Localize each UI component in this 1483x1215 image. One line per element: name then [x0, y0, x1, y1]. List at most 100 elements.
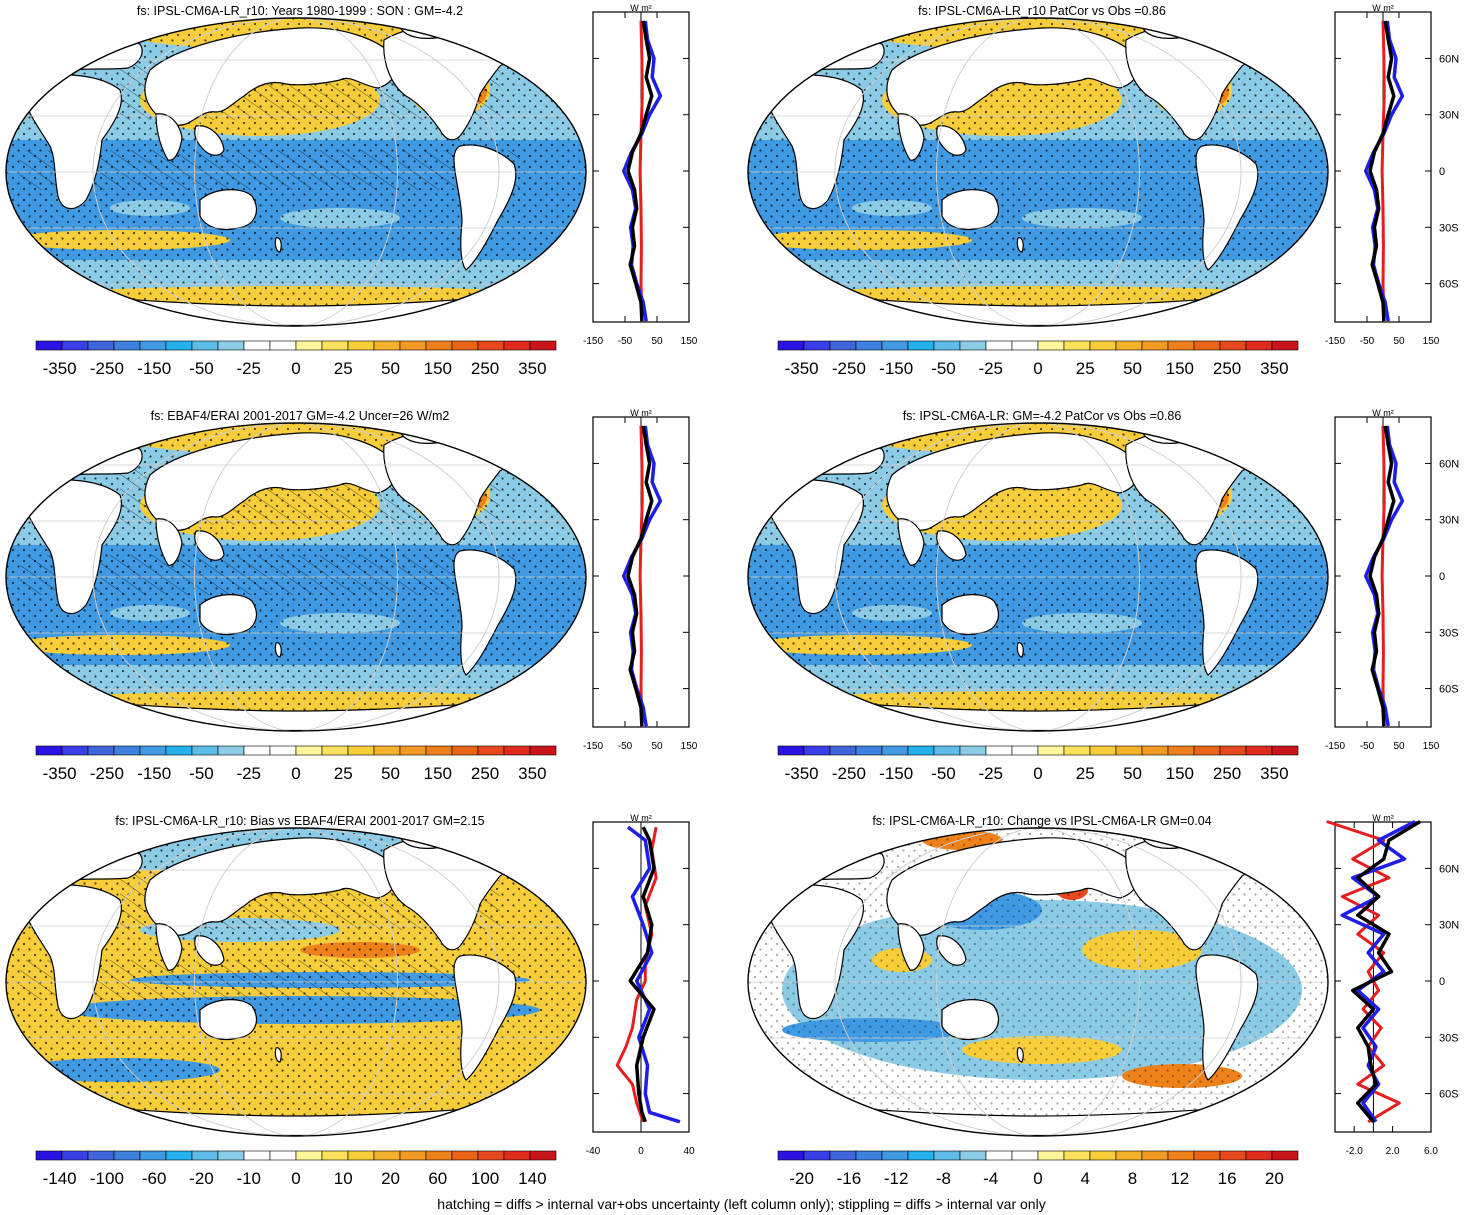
colorbar-label: 60	[428, 1169, 447, 1188]
zonal-lat-label: 60S	[1439, 1089, 1459, 1101]
colorbar-swatch	[321, 1150, 349, 1161]
land-samerica	[1195, 144, 1259, 271]
colorbar-swatch	[191, 745, 219, 756]
colorbar-swatch	[35, 1150, 63, 1161]
colorbar-swatch	[295, 745, 323, 756]
zonal-lat-label: 60N	[1439, 863, 1459, 875]
colorbar-swatch	[881, 1150, 909, 1161]
colorbar-swatch	[451, 745, 479, 756]
zonal-lat-label: 60S	[1439, 684, 1459, 696]
colorbar-swatch	[165, 340, 193, 351]
colorbar-swatch	[425, 745, 453, 756]
zonal-xtick-label: -50	[618, 336, 633, 347]
zonal-series-model	[626, 425, 654, 727]
land-india	[897, 923, 925, 971]
land-seasia	[194, 125, 225, 156]
colorbar-label: 0	[1033, 764, 1042, 783]
land-greenland	[1141, 828, 1205, 849]
graticule-meridian	[834, 828, 1242, 1136]
colorbar-label: -50	[189, 359, 214, 378]
colorbar-label: -250	[832, 764, 866, 783]
colorbar-swatch	[1219, 1150, 1247, 1161]
colorbar-swatch	[1271, 745, 1299, 756]
colorbar-swatch	[1011, 340, 1039, 351]
colorbar-swatch	[1219, 745, 1247, 756]
colorbar-swatch	[503, 1150, 531, 1161]
colorbar-label: 50	[381, 764, 400, 783]
colorbar-label: -150	[137, 764, 171, 783]
land-australia	[941, 594, 999, 636]
colorbar-label: -250	[90, 359, 124, 378]
zonal-series-obs	[626, 825, 681, 1124]
colorbar-swatch	[1193, 1150, 1221, 1161]
colorbar-swatch	[1193, 340, 1221, 351]
land-nz	[1016, 1047, 1024, 1063]
colorbar-swatch	[855, 745, 883, 756]
land-india	[155, 923, 183, 971]
map-border	[5, 17, 587, 327]
colorbar-swatch	[295, 340, 323, 351]
colorbar-swatch	[425, 1150, 453, 1161]
land-india	[897, 518, 925, 566]
colorbar-swatch	[321, 340, 349, 351]
land-australia	[199, 999, 257, 1041]
colorbar-swatch	[347, 1150, 375, 1161]
colorbar-label: 250	[1213, 764, 1241, 783]
colorbar-swatch	[1089, 745, 1117, 756]
zonal-unit: W m²	[1372, 408, 1394, 418]
colorbar-swatch	[1245, 745, 1273, 756]
world-map	[6, 423, 586, 731]
colorbar-label: -4	[983, 1169, 998, 1188]
colorbar-swatch	[113, 745, 141, 756]
world-map	[6, 18, 586, 326]
colorbar-label: -25	[978, 764, 1003, 783]
zonal-xtick-label: -150	[1325, 336, 1345, 347]
zonal-xtick-label: 50	[651, 336, 663, 347]
zonal-xtick-label: 40	[683, 1146, 695, 1157]
land-europe	[39, 443, 143, 477]
colorbar-swatch	[373, 1150, 401, 1161]
colorbar-swatch	[881, 745, 909, 756]
colorbar-swatch	[373, 340, 401, 351]
colorbar-label: -350	[785, 359, 819, 378]
colorbar-swatch	[1011, 1150, 1039, 1161]
land-seasia	[936, 935, 967, 966]
world-map	[748, 423, 1328, 731]
zonal-xtick-label: -40	[586, 1146, 601, 1157]
zonal-series-model	[1368, 425, 1396, 727]
colorbar-label: -50	[931, 359, 956, 378]
graticule-meridian	[936, 828, 1140, 1136]
colorbar-swatch	[959, 1150, 987, 1161]
colorbar-label: 0	[1033, 359, 1042, 378]
land-india	[155, 113, 183, 161]
colorbar-swatch	[777, 745, 805, 756]
colorbar-label: -25	[978, 359, 1003, 378]
colorbar-swatch	[777, 340, 805, 351]
zonal-lat-label: 0	[1439, 166, 1445, 178]
colorbar-label: 20	[1265, 1169, 1284, 1188]
zonal-lat-label: 30N	[1439, 110, 1459, 122]
zonal-series-change	[1326, 820, 1401, 1124]
land-nz	[1016, 642, 1024, 658]
graticule-meridian	[92, 828, 500, 1136]
colorbar-swatch	[985, 1150, 1013, 1161]
colorbar-swatch	[1141, 745, 1169, 756]
colorbar-swatch	[165, 745, 193, 756]
colorbar-label: -25	[236, 764, 261, 783]
colorbar-label: 140	[518, 1169, 546, 1188]
colorbar-label: 250	[471, 359, 499, 378]
colorbar-label: -12	[884, 1169, 909, 1188]
colorbar-swatch	[217, 745, 245, 756]
zonal-unit: W m²	[630, 813, 652, 823]
colorbar-label: 350	[518, 764, 546, 783]
world-map	[748, 18, 1328, 326]
colorbar-swatch	[829, 745, 857, 756]
world-map	[6, 828, 586, 1136]
colorbar-swatch	[451, 1150, 479, 1161]
land-europe	[39, 38, 143, 72]
land-india	[897, 113, 925, 161]
land-nz	[274, 237, 282, 253]
colorbar-swatch	[1115, 745, 1143, 756]
zonal-series-model	[628, 826, 656, 1123]
